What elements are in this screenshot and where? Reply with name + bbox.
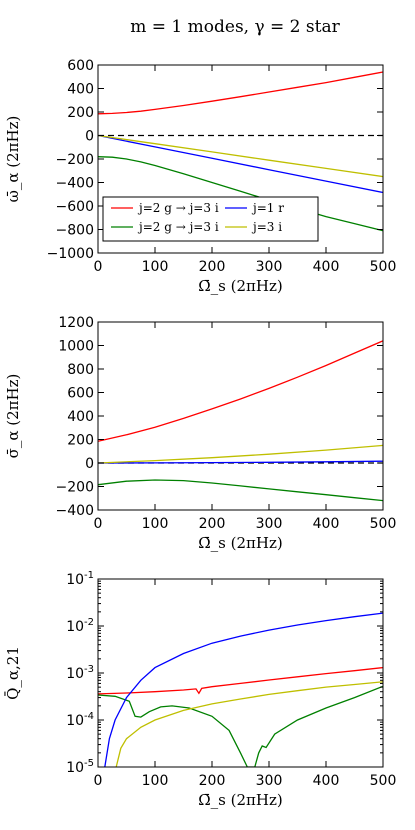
y-tick-label: 800 (67, 362, 94, 378)
legend: j=2 g → j=3 i j=2 g → j=3 i j=1 r j=3 i (102, 196, 319, 242)
y-tick-label: 600 (67, 386, 94, 402)
y-tick-label: 600 (67, 58, 94, 74)
y-tick-label: −400 (56, 503, 94, 519)
series-line-blue (104, 612, 383, 767)
x-tick-label: 200 (199, 516, 226, 532)
legend-entry-blue: j=1 r (251, 201, 284, 215)
y-tick-label: −800 (56, 223, 94, 239)
y-tick-label: 10-3 (66, 664, 94, 682)
x-axis-label: Ω̄_s (2πHz) (198, 277, 283, 295)
y-tick-label: −200 (56, 480, 94, 496)
x-axis-label: Ω̄_s (2πHz) (198, 534, 283, 552)
plot-2: 0 100 200 300 400 500 −400 −200 0 200 400 600 800 100… (4, 315, 396, 552)
y-tick-label: −200 (56, 152, 94, 168)
series-line-yellow (98, 134, 383, 178)
series-line-green (98, 479, 383, 502)
y-tick-label: 200 (67, 433, 94, 449)
figure-title: m = 1 modes, γ = 2 star (130, 17, 340, 37)
y-tick-label: −600 (56, 199, 94, 215)
y-tick-label: −1000 (47, 246, 94, 262)
y-tick-label: 200 (67, 105, 94, 121)
x-tick-label: 100 (142, 516, 169, 532)
x-tick-label: 300 (256, 259, 283, 275)
x-tick-label: 300 (256, 516, 283, 532)
x-tick-label: 500 (370, 516, 397, 532)
y-tick-label: 400 (67, 82, 94, 98)
y-tick-label: 10-4 (66, 711, 94, 729)
series-line-red (98, 71, 383, 115)
series-line-green (98, 685, 383, 767)
y-axis-label: σ̄_α (2πHz) (4, 374, 22, 459)
x-tick-label: 0 (94, 259, 103, 275)
y-tick-label: 400 (67, 409, 94, 425)
series-line-red (98, 340, 383, 442)
y-tick-label: 10-1 (66, 570, 94, 588)
y-tick-label: 1200 (58, 315, 94, 331)
x-tick-label: 0 (94, 516, 103, 532)
y-tick-label: 10-2 (66, 617, 94, 635)
series-line-blue (98, 134, 383, 194)
series-line-yellow (115, 681, 383, 767)
legend-entry-green: j=2 g → j=3 i (137, 220, 219, 234)
x-tick-label: 500 (370, 773, 397, 789)
y-tick-label: 1000 (58, 339, 94, 355)
y-tick-label: 0 (85, 129, 94, 145)
y-tick-label: −400 (56, 176, 94, 192)
x-tick-label: 200 (199, 259, 226, 275)
axes-frame (97, 578, 384, 768)
x-tick-label: 300 (256, 773, 283, 789)
legend-entry-red: j=2 g → j=3 i (137, 201, 219, 215)
x-tick-label: 100 (142, 773, 169, 789)
y-axis-label: ω̄_α (2πHz) (4, 116, 22, 203)
x-tick-label: 500 (370, 259, 397, 275)
x-tick-label: 400 (313, 516, 340, 532)
x-tick-label: 200 (199, 773, 226, 789)
y-axis-label: Q̄_α,21 (4, 646, 22, 700)
x-tick-label: 0 (94, 773, 103, 789)
plot-3: 0 100 200 300 400 500 10-1 10-2 10-3 10-4 10-5 Ω̄_s… (4, 570, 396, 809)
series-line-green (98, 156, 383, 232)
series-line-yellow (98, 444, 383, 464)
y-tick-label: 0 (85, 456, 94, 472)
series-line-blue (98, 460, 383, 464)
y-tick-label: 10-5 (66, 758, 94, 776)
x-tick-label: 400 (313, 259, 340, 275)
series-line-red (98, 666, 383, 695)
axes-frame (97, 321, 384, 511)
plot-1: 0 100 200 300 400 500 −1000 −800 −600 −400 −200 0 20… (4, 58, 396, 295)
x-tick-label: 400 (313, 773, 340, 789)
x-tick-label: 100 (142, 259, 169, 275)
legend-entry-yellow: j=3 i (251, 220, 282, 234)
x-axis-label: Ω̄_s (2πHz) (198, 791, 283, 809)
